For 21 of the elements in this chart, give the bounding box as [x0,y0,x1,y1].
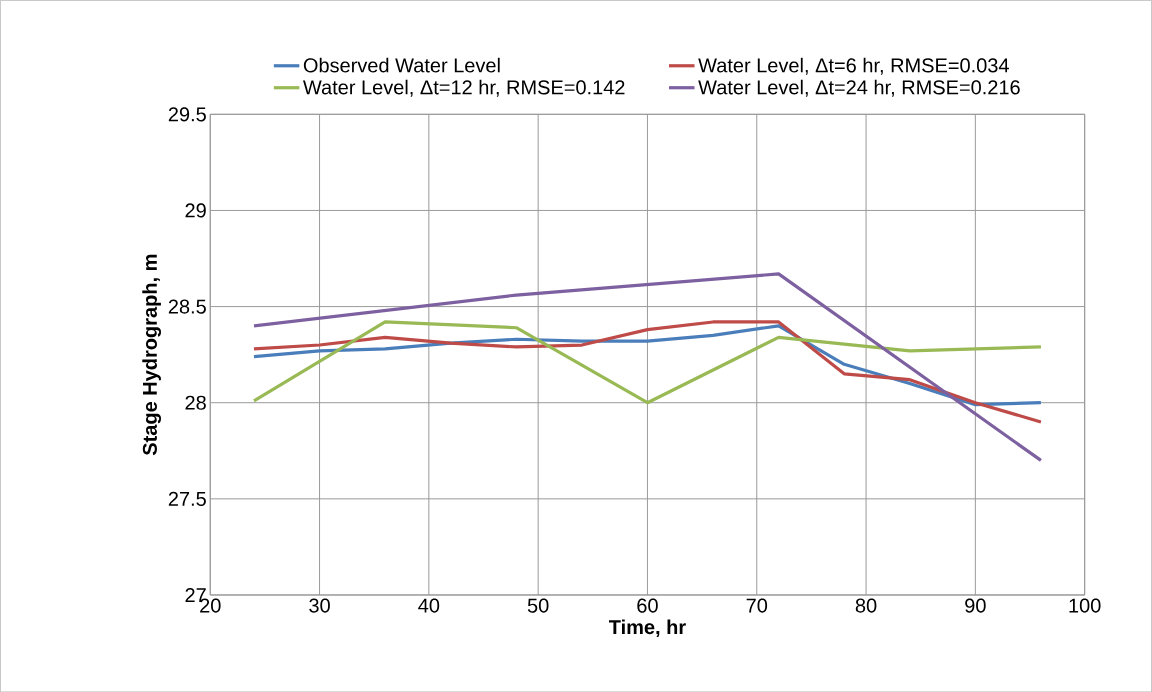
y-tick-label: 29.5 [168,107,206,122]
x-tick-label: 100 [1069,598,1101,613]
x-tick-label: 70 [746,598,768,613]
y-tick-label: 29 [185,203,206,218]
y-tick-label: 28 [185,395,206,410]
y-tick-label: 28.5 [168,299,206,314]
x-tick-label: 90 [965,598,986,613]
x-tick-label: 80 [855,598,877,613]
y-tick-label: 27.5 [168,491,206,506]
legend-label: Water Level, Δt=24 hr, RMSE=0.216 [698,79,1020,97]
line-series [252,272,1043,462]
x-axis-title: Time, hr [608,619,686,637]
x-tick-label: 50 [527,598,549,613]
legend-label: Water Level, Δt=6 hr, RMSE=0.034 [698,57,1009,75]
x-tick-label: 30 [309,598,330,613]
y-axis-title: Stage Hydrograph, m [142,254,161,455]
x-tick-label: 60 [637,598,658,613]
x-tick-label: 40 [418,598,440,613]
legend-label: Water Level, Δt=12 hr, RMSE=0.142 [303,79,625,97]
line-series [252,320,1043,424]
legend-label: Observed Water Level [303,57,500,73]
